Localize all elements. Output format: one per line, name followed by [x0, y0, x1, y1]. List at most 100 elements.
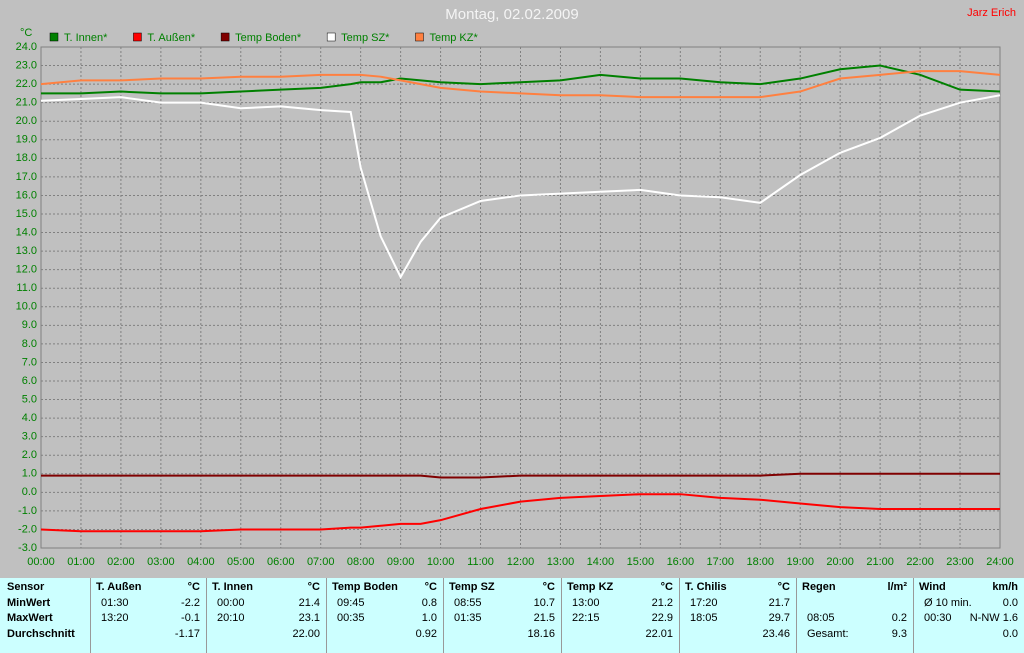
cell-value: 18.16 — [527, 628, 555, 640]
summary-table: Sensor MinWert MaxWert Durchschnitt T. Außen… — [0, 578, 1024, 653]
row-label: MinWert — [7, 597, 51, 609]
y-tick-label: -2.0 — [18, 523, 37, 535]
y-tick-label: 17.0 — [16, 171, 37, 183]
y-tick-label: 5.0 — [22, 393, 37, 405]
x-tick-label: 19:00 — [786, 556, 814, 568]
table-column: Temp KZ °C 13:00 21.2 22:15 22.9 22.01 — [561, 578, 679, 653]
x-tick-label: 08:00 — [347, 556, 375, 568]
cell-label: 20:10 — [217, 612, 245, 624]
y-tick-label: 0.0 — [22, 486, 37, 498]
cell-label: 08:55 — [454, 597, 482, 609]
cell-value: 10.7 — [533, 597, 555, 609]
column-title: T. Innen — [212, 581, 253, 593]
legend-swatch — [49, 32, 59, 42]
cell-label: 00:00 — [217, 597, 245, 609]
y-tick-label: 18.0 — [16, 152, 37, 164]
y-tick-label: 3.0 — [22, 431, 37, 443]
cell-label: 00:35 — [337, 612, 365, 624]
x-tick-label: 00:00 — [27, 556, 55, 568]
series-line — [40, 493, 1000, 533]
x-tick-label: 17:00 — [707, 556, 735, 568]
column-unit: km/h — [992, 581, 1018, 593]
y-tick-label: 6.0 — [22, 375, 37, 387]
row-label: Durchschnitt — [7, 628, 75, 640]
cell-value: 23.1 — [298, 612, 320, 624]
cell-label: 08:05 — [807, 612, 835, 624]
column-title: T. Außen — [96, 581, 142, 593]
author: Jarz Erich — [967, 7, 1016, 19]
cell-value: 0.8 — [421, 597, 437, 609]
column-title: Temp SZ — [449, 581, 495, 593]
cell-label: 09:45 — [337, 597, 365, 609]
x-tick-label: 22:00 — [906, 556, 934, 568]
column-title: T. Chilis — [685, 581, 727, 593]
y-tick-label: 12.0 — [16, 264, 37, 276]
x-tick-label: 05:00 — [227, 556, 255, 568]
column-unit: °C — [424, 581, 437, 593]
table-column: T. Innen °C 00:00 21.4 20:10 23.1 22.00 — [206, 578, 326, 653]
y-tick-label: 23.0 — [16, 59, 37, 71]
y-tick-label: 20.0 — [16, 115, 37, 127]
table-column: Wind km/h Ø 10 min. 0.0 00:30 N-NW 1.6 0.0 — [913, 578, 1024, 653]
column-unit: °C — [307, 581, 320, 593]
legend-label: Temp KZ* — [429, 32, 478, 44]
row-label: Sensor — [7, 581, 45, 593]
cell-value: 22.01 — [645, 628, 673, 640]
y-tick-label: 22.0 — [16, 78, 37, 90]
x-tick-label: 16:00 — [667, 556, 695, 568]
cell-label: 22:15 — [572, 612, 600, 624]
column-unit: l/m² — [887, 581, 907, 593]
cell-value: 22.00 — [292, 628, 320, 640]
cell-label: Gesamt: — [807, 628, 849, 640]
cell-value: -0.1 — [181, 612, 200, 624]
y-tick-label: 11.0 — [16, 282, 37, 294]
y-tick-label: 13.0 — [16, 245, 37, 257]
cell-label: 13:00 — [572, 597, 600, 609]
cell-label: 01:35 — [454, 612, 482, 624]
legend-swatch — [415, 32, 424, 42]
table-column: T. Außen °C 01:30 -2.2 13:20 -0.1 -1.17 — [90, 578, 206, 653]
table-column: Temp SZ °C 08:55 10.7 01:35 21.5 18.16 — [443, 578, 561, 653]
cell-value: -1.17 — [174, 628, 200, 640]
cell-label: Ø 10 min. — [924, 597, 972, 609]
x-tick-label: 20:00 — [826, 556, 854, 568]
chart-title: Montag, 02.02.2009 — [445, 6, 578, 23]
x-tick-label: 12:00 — [507, 556, 535, 568]
column-unit: °C — [542, 581, 555, 593]
x-tick-label: 07:00 — [307, 556, 335, 568]
cell-value: 0.92 — [415, 628, 437, 640]
legend-label: T. Innen* — [64, 32, 108, 44]
cell-label: 17:20 — [690, 597, 718, 609]
x-tick-label: 04:00 — [187, 556, 215, 568]
x-tick-label: 15:00 — [627, 556, 655, 568]
cell-value: 1.0 — [421, 612, 437, 624]
y-tick-label: 19.0 — [16, 134, 37, 146]
cell-label: 00:30 — [924, 612, 952, 624]
x-tick-label: 23:00 — [946, 556, 974, 568]
y-tick-label: -1.0 — [18, 505, 37, 517]
y-tick-label: -3.0 — [18, 542, 37, 554]
series-line — [40, 94, 1001, 280]
y-tick-label: 4.0 — [22, 412, 37, 424]
cell-value: -2.2 — [181, 597, 200, 609]
legend-label: Temp Boden* — [235, 32, 302, 44]
y-tick-label: 14.0 — [16, 226, 37, 238]
x-tick-label: 06:00 — [267, 556, 295, 568]
series-line — [41, 472, 1000, 479]
x-tick-label: 01:00 — [67, 556, 95, 568]
y-tick-label: 7.0 — [22, 356, 37, 368]
x-tick-label: 10:00 — [427, 556, 455, 568]
cell-value: 29.7 — [768, 612, 790, 624]
x-tick-label: 14:00 — [587, 556, 615, 568]
y-tick-label: 15.0 — [16, 208, 37, 220]
column-title: Temp Boden — [332, 581, 398, 593]
cell-value: 21.5 — [533, 612, 555, 624]
legend-label: Temp SZ* — [341, 32, 390, 44]
column-title: Wind — [919, 581, 946, 593]
series-line — [41, 64, 1001, 95]
column-unit: °C — [660, 581, 673, 593]
x-tick-label: 11:00 — [467, 556, 494, 568]
cell-value: 22.9 — [651, 612, 673, 624]
y-tick-label: 8.0 — [22, 338, 37, 350]
x-tick-label: 09:00 — [387, 556, 415, 568]
